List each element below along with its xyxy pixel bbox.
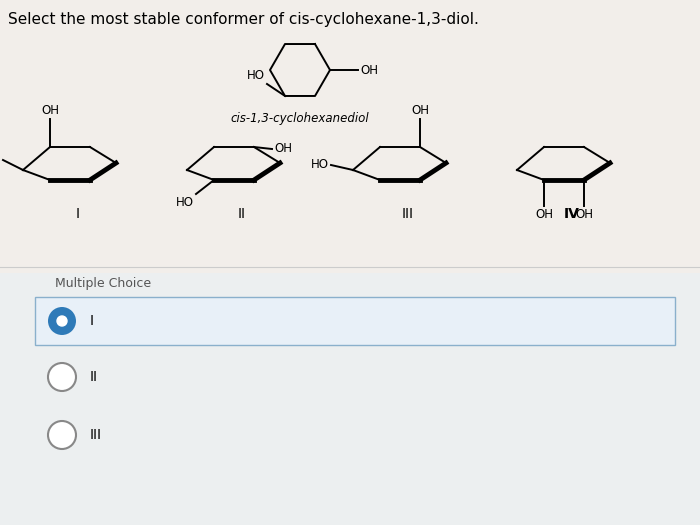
Text: HO: HO	[176, 196, 194, 209]
Text: IV: IV	[564, 207, 580, 221]
Circle shape	[48, 363, 76, 391]
Text: Select the most stable conformer of cis-cyclohexane-1,3-diol.: Select the most stable conformer of cis-…	[8, 12, 479, 27]
Text: OH: OH	[360, 64, 378, 77]
Text: I: I	[90, 314, 94, 328]
Text: OH: OH	[274, 142, 292, 155]
Text: OH: OH	[575, 208, 593, 221]
Text: III: III	[402, 207, 414, 221]
Text: HO: HO	[247, 69, 265, 82]
Circle shape	[48, 421, 76, 449]
Text: Multiple Choice: Multiple Choice	[55, 277, 151, 290]
Text: I: I	[76, 207, 80, 221]
Text: OH: OH	[41, 104, 59, 117]
Bar	[0, 0, 700, 273]
Text: II: II	[238, 207, 246, 221]
Circle shape	[48, 307, 76, 335]
Text: OH: OH	[411, 104, 429, 117]
Circle shape	[57, 316, 67, 326]
Text: HO: HO	[311, 159, 329, 172]
Bar	[0, 273, 700, 525]
Text: cis-1,3-cyclohexanediol: cis-1,3-cyclohexanediol	[231, 112, 370, 125]
Text: OH: OH	[535, 208, 553, 221]
Text: OH: OH	[0, 145, 1, 158]
FancyBboxPatch shape	[35, 297, 675, 345]
Text: III: III	[90, 428, 102, 442]
Text: II: II	[90, 370, 98, 384]
